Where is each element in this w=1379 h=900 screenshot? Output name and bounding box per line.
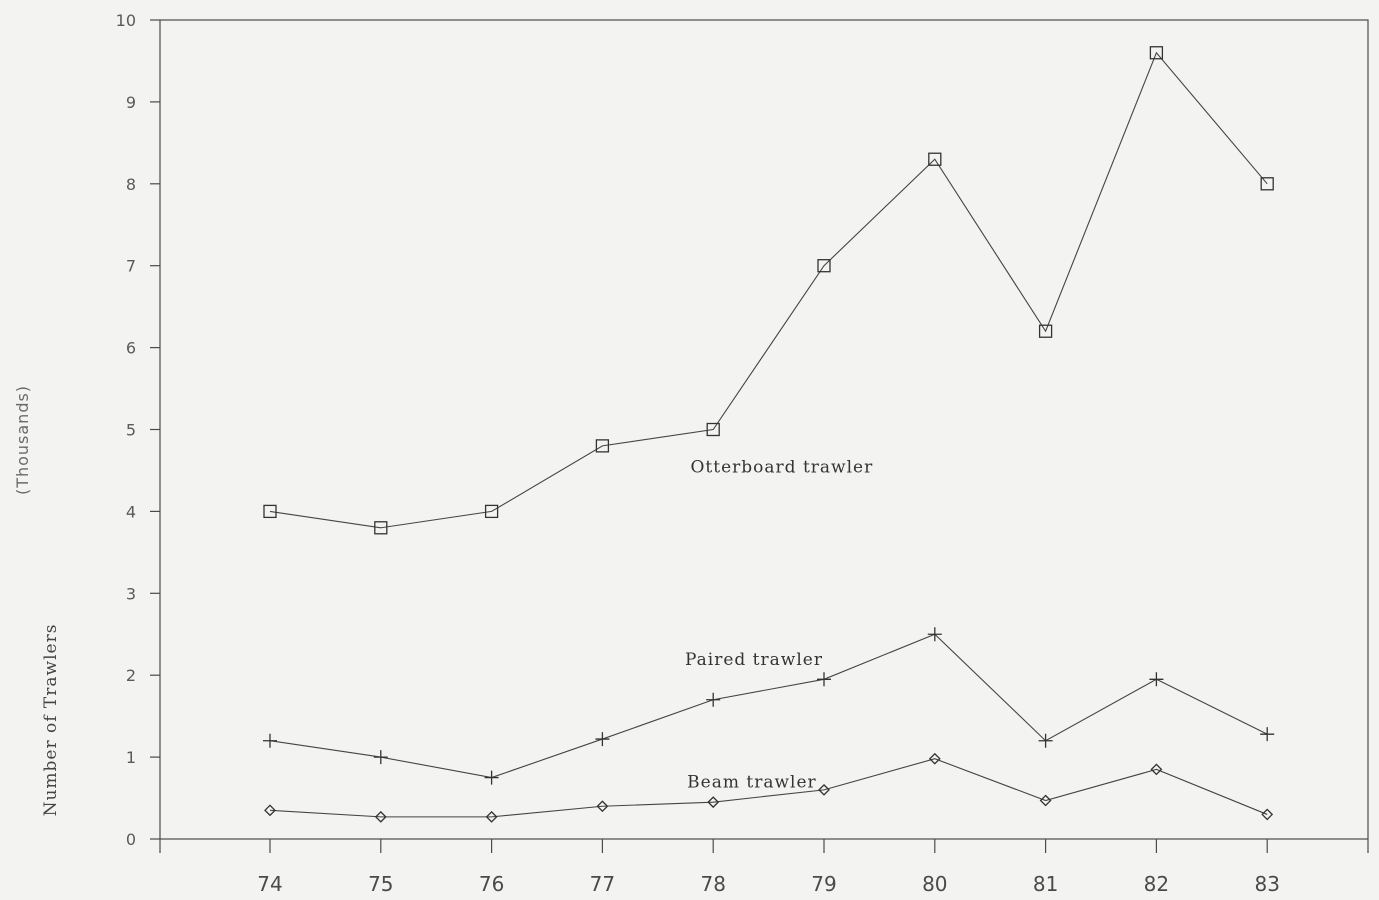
data-point-diamond [485, 810, 498, 823]
series-line [269, 51, 1268, 529]
data-point-diamond [374, 810, 387, 823]
data-point-plus [263, 733, 277, 748]
x-tick-label: 82 [1144, 872, 1169, 896]
data-point-square [817, 259, 831, 273]
data-point-diamond [1261, 808, 1274, 821]
y-tick-label: 1 [126, 748, 136, 767]
data-point-plus [817, 672, 831, 687]
y-tick-label: 0 [126, 830, 136, 849]
plot-frame [159, 19, 1369, 840]
data-point-plus [1260, 727, 1275, 742]
x-tick-label: 79 [811, 872, 836, 896]
y-tick-label: 2 [126, 666, 136, 685]
x-tick-label: 75 [368, 872, 393, 896]
data-point-diamond [1039, 794, 1052, 807]
x-tick-label: 80 [922, 872, 947, 896]
y-tick-label: 3 [126, 584, 136, 603]
data-point-diamond [818, 783, 830, 796]
series-annotation: Beam trawler [687, 773, 816, 793]
x-tick-label: 78 [700, 872, 725, 896]
series-annotation: Otterboard trawler [691, 457, 874, 477]
data-point-square [706, 422, 720, 437]
series-annotation: Paired trawler [685, 650, 823, 670]
data-point-square [1038, 324, 1053, 338]
data-point-plus [1038, 733, 1053, 748]
data-point-diamond [707, 796, 720, 809]
y-tick-label: 6 [126, 339, 136, 358]
data-point-diamond [596, 800, 609, 813]
x-tick-label: 77 [590, 872, 615, 896]
data-point-diamond [1150, 763, 1163, 776]
x-tick-label: 76 [479, 872, 504, 896]
data-point-square [374, 521, 388, 535]
y-axis-unit-label: (Thousands) [13, 385, 32, 495]
data-point-square [484, 504, 499, 519]
x-axis: 74 75 76 77 78 79 80 81 82 83 [159, 839, 1369, 896]
data-point-plus [595, 732, 610, 747]
y-axis: 0 1 2 3 4 5 6 7 8 9 10 [116, 11, 160, 849]
x-tick-label: 83 [1254, 872, 1279, 896]
x-tick-label: 81 [1033, 872, 1058, 896]
data-point-square [1260, 177, 1274, 191]
y-tick-label: 5 [126, 421, 136, 440]
y-tick-label: 8 [126, 175, 136, 194]
series-line [269, 633, 1268, 779]
data-point-plus [484, 770, 499, 785]
data-point-plus [373, 750, 388, 765]
y-tick-label: 4 [126, 502, 136, 521]
data-point-square [263, 504, 277, 519]
series-annotations: Otterboard trawler Paired trawler Beam tra… [685, 457, 874, 793]
data-point-square [595, 439, 610, 453]
data-point-diamond [928, 752, 941, 765]
data-point-diamond [264, 804, 276, 817]
data-point-plus [927, 627, 942, 642]
y-tick-label: 9 [126, 93, 136, 112]
y-tick-label: 7 [126, 257, 136, 276]
data-point-square [928, 152, 942, 166]
data-point-square [1149, 46, 1164, 60]
data-point-plus [1149, 672, 1164, 687]
y-axis-label: Number of Trawlers [41, 624, 61, 817]
y-tick-label: 10 [116, 11, 136, 30]
series-group [263, 46, 1275, 823]
series-line [269, 758, 1268, 818]
data-point-plus [706, 692, 721, 707]
x-tick-label: 74 [257, 872, 282, 896]
